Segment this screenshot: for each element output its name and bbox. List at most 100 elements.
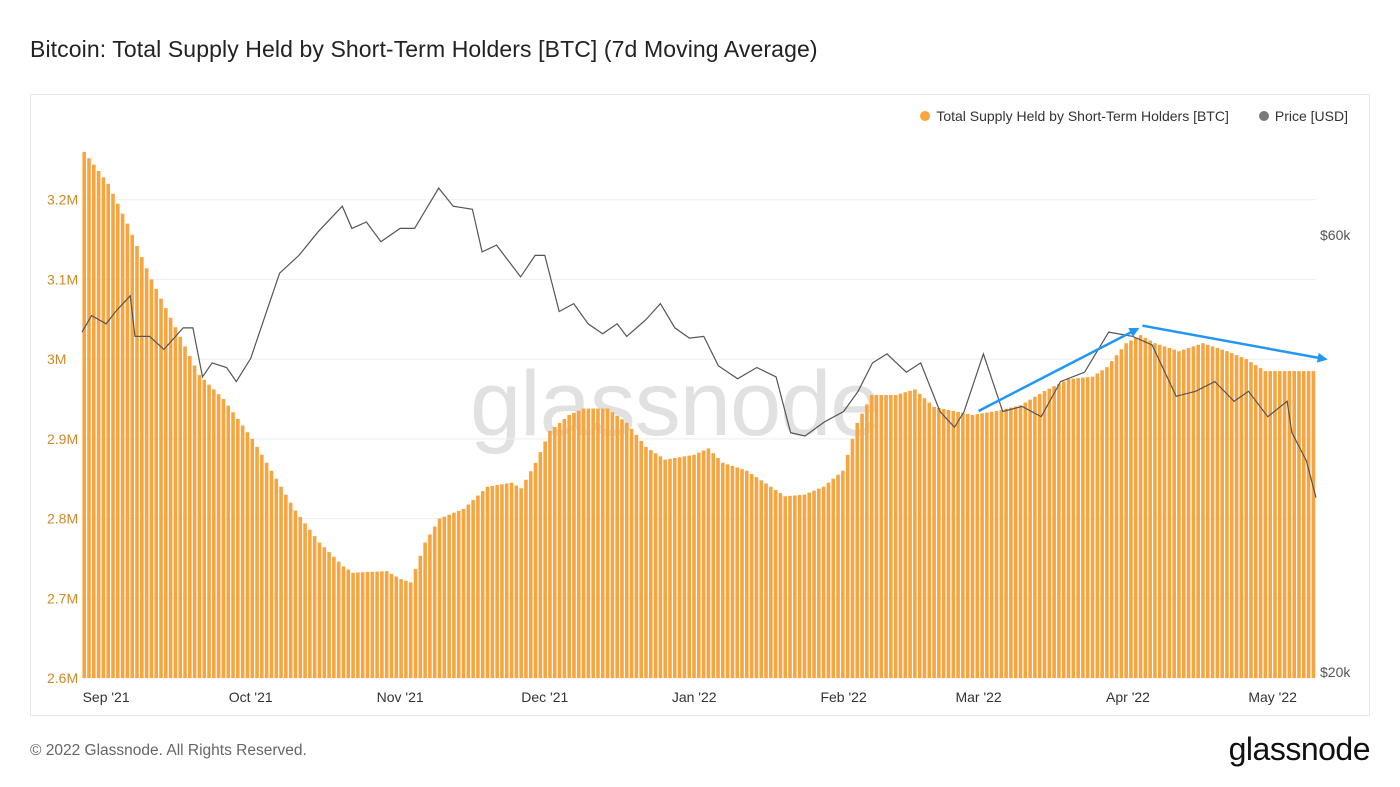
supply-bar [1297,371,1301,678]
supply-bar [168,317,173,678]
y-right-tick-label: $20k [1320,664,1351,680]
supply-bar [120,213,125,678]
supply-bar [778,493,783,678]
footer-copyright: © 2022 Glassnode. All Rights Reserved. [30,742,307,759]
supply-bar [889,395,893,678]
supply-bar [672,457,677,678]
x-tick-label: Sep '21 [83,689,130,705]
supply-bar [375,571,379,678]
supply-bar [735,467,740,678]
supply-bar [111,193,115,678]
supply-bar [164,308,168,678]
supply-bar [687,455,691,678]
supply-bar [716,457,720,678]
supply-bar [365,571,370,678]
trend-arrow-0 [978,327,1140,413]
supply-bar [985,412,989,678]
legend-supply-swatch [920,111,931,121]
supply-bar [793,495,797,678]
supply-bar [1090,376,1095,678]
y-right-tick-label: $60k [1320,227,1351,243]
supply-bar [1028,399,1032,678]
supply-bar [1249,362,1253,678]
supply-bar [480,491,485,678]
supply-bar [1105,367,1109,678]
supply-bar [658,456,663,678]
supply-bar [548,430,552,678]
supply-bar [173,327,178,678]
glassnode-logo[interactable]: glassnode [1228,731,1371,767]
x-tick-label: Apr '22 [1106,689,1150,705]
supply-bar [399,579,403,678]
supply-bar [514,485,519,678]
supply-bar [850,438,855,678]
supply-bar [1153,343,1157,678]
supply-bar [178,336,183,678]
supply-bar [706,448,711,678]
supply-bar [845,454,850,678]
supply-bar [841,470,845,678]
y-left-tick-label: 3.1M [47,271,78,287]
supply-bar [1220,349,1224,678]
supply-bar [783,496,788,678]
supply-bar [1013,406,1018,678]
supply-bar [1234,355,1239,678]
supply-bar [125,223,130,678]
supply-bar [394,576,399,678]
supply-bar [634,434,639,678]
supply-bar [144,268,149,678]
supply-bar [821,486,826,678]
supply-bar [951,410,956,678]
y-left-tick-label: 2.9M [47,431,78,447]
supply-bar [183,346,187,678]
supply-bar [696,452,701,678]
supply-bar [226,405,231,678]
supply-bar [1239,357,1244,678]
supply-bar [1177,351,1181,678]
supply-bar [250,438,255,678]
supply-bar [1181,349,1186,678]
supply-bar [759,480,764,678]
supply-bar [581,408,586,678]
legend-item-supply[interactable]: Total Supply Held by Short-Term Holders … [920,108,1229,124]
supply-bar [360,572,365,678]
supply-bar [1018,405,1023,678]
supply-bar [461,509,466,678]
supply-bar [332,556,336,678]
supply-bar [615,415,619,678]
supply-bar [1061,381,1066,678]
supply-bar [893,395,898,678]
supply-bar [452,512,456,678]
supply-bar [740,469,744,678]
supply-bar [288,502,293,678]
supply-bar [769,486,773,678]
supply-bar [1205,344,1210,678]
supply-bar [341,566,346,678]
supply-bar [149,279,154,678]
supply-bar [1023,402,1028,678]
supply-bar [212,389,216,678]
supply-bar [639,440,643,678]
supply-bar [711,453,716,678]
supply-bar [576,410,581,678]
supply-bar [557,422,562,678]
supply-bar [1215,347,1220,678]
supply-bar [1129,340,1133,678]
legend-item-price[interactable]: Price [USD] [1258,108,1348,124]
supply-bar [1033,396,1037,678]
supply-bar [903,392,908,678]
supply-bar [1287,371,1292,678]
supply-bar [826,482,831,678]
supply-bar [279,486,283,678]
supply-bar [346,569,351,678]
supply-bar [663,459,667,678]
supply-bar [159,298,163,678]
supply-bar [745,470,749,678]
supply-bar [140,257,144,678]
supply-bar [1124,343,1128,678]
supply-bar [797,495,802,678]
supply-bar [1210,346,1215,678]
supply-bar [106,183,111,678]
supply-bar [730,465,735,678]
supply-bar [130,234,135,678]
